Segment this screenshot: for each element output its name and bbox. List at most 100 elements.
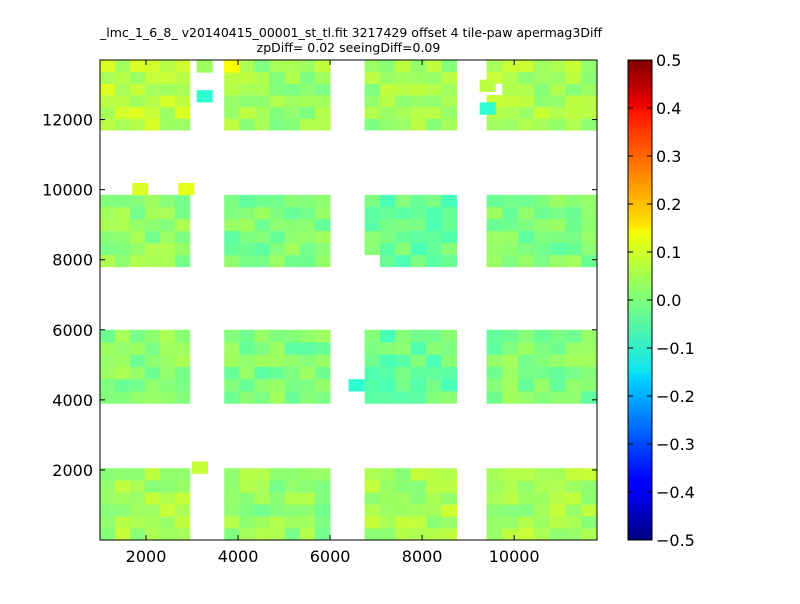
heatmap-cell [565,95,582,108]
heatmap-cell [284,468,301,481]
heatmap-cell [299,468,316,481]
heatmap-cell [196,60,213,73]
heatmap-cell [299,254,316,268]
heatmap-cell [159,230,176,244]
heatmap-cell [364,504,381,517]
heatmap-cell [425,206,442,220]
y-tick-label: 4000 [52,391,93,410]
heatmap-cell [581,329,597,343]
heatmap-cell [425,254,442,268]
heatmap-cell [114,71,131,84]
x-tick-label: 4000 [218,547,259,566]
heatmap-cell [581,492,597,505]
chart-subtitle: zpDiff= 0.02 seeingDiff=0.09 [256,40,441,55]
heatmap-cell [410,516,427,529]
heatmap-cell [159,218,176,232]
heatmap-cell [299,95,316,108]
heatmap-cell [441,206,458,220]
heatmap-cell [269,366,286,380]
heatmap-cell [395,118,412,131]
heatmap-cell [239,194,255,208]
heatmap-cell [284,342,301,355]
heatmap-cell [129,516,146,529]
heatmap-cell [410,95,427,108]
colorbar-tick-label: 0.0 [656,291,681,310]
heatmap-cell [224,218,240,232]
heatmap-cell [100,342,116,355]
heatmap-cell [284,242,301,256]
heatmap-cell [254,342,271,355]
heatmap-cell [299,366,316,380]
heatmap-cell [239,329,255,343]
heatmap-cell [144,366,161,380]
heatmap-cell [565,354,582,367]
heatmap-cell [410,230,427,244]
x-axis: 2000 4000 6000 8000 10000 [126,60,540,566]
heatmap-cell [114,106,131,119]
heatmap-cell [159,504,176,517]
heatmap-cell [502,492,519,505]
heatmap-cell [410,106,427,119]
heatmap-cell [299,230,316,244]
heatmap-cell [441,194,458,208]
heatmap-cell [395,329,412,343]
heatmap-cell [425,71,442,84]
heatmap-cell [284,528,301,540]
heatmap-cell [549,492,566,505]
heatmap-cell [114,242,131,256]
heatmap-cell [441,516,458,529]
heatmap-cell [502,230,519,244]
heatmap-cell [269,83,286,96]
heatmap-cell [364,242,381,256]
heatmap-cell [254,206,271,220]
heatmap-cell [533,516,551,529]
x-tick-label: 6000 [310,547,351,566]
heatmap-cell [284,60,301,73]
heatmap-cell [410,71,427,84]
heatmap-cell [100,194,116,208]
heatmap-cell [314,354,331,367]
heatmap-cell [254,391,271,404]
heatmap-cell [239,516,255,529]
heatmap-cell [224,354,240,367]
heatmap-cell [518,83,535,96]
heatmap-cell [502,254,519,268]
heatmap-cell [174,504,191,517]
heatmap-cell [518,516,535,529]
heatmap-cell [486,378,503,392]
heatmap-cell [224,83,240,96]
heatmap-cell [100,206,116,220]
heatmap-cell [502,366,519,380]
heatmap-cell [114,480,131,493]
heatmap-cell [549,504,566,517]
heatmap-cell [565,254,582,268]
heatmap-cell [129,83,146,96]
heatmap-cell [565,492,582,505]
heatmap-cell [502,480,519,493]
heatmap-cell [144,71,161,84]
heatmap-cell [518,95,535,108]
heatmap-cell [441,254,458,268]
heatmap-cell [174,254,191,268]
heatmap-cell [114,366,131,380]
heatmap-cell [581,528,597,540]
heatmap-cell [549,95,566,108]
heatmap-cell [239,480,255,493]
heatmap-cell [100,329,116,343]
heatmap-cell [174,391,191,404]
heatmap-cell [144,83,161,96]
heatmap-cell [549,378,566,392]
heatmap-cell [100,492,116,505]
heatmap-cell [486,242,503,256]
heatmap-cell [518,366,535,380]
heatmap-cell [254,83,271,96]
heatmap-cell [159,366,176,380]
heatmap-cell [269,194,286,208]
heatmap-cell [395,194,412,208]
heatmap-cell [314,480,331,493]
heatmap-cell [284,504,301,517]
heatmap-cell [533,528,551,540]
heatmap-cell [254,230,271,244]
heatmap-cell [269,206,286,220]
heatmap-cell [239,230,255,244]
